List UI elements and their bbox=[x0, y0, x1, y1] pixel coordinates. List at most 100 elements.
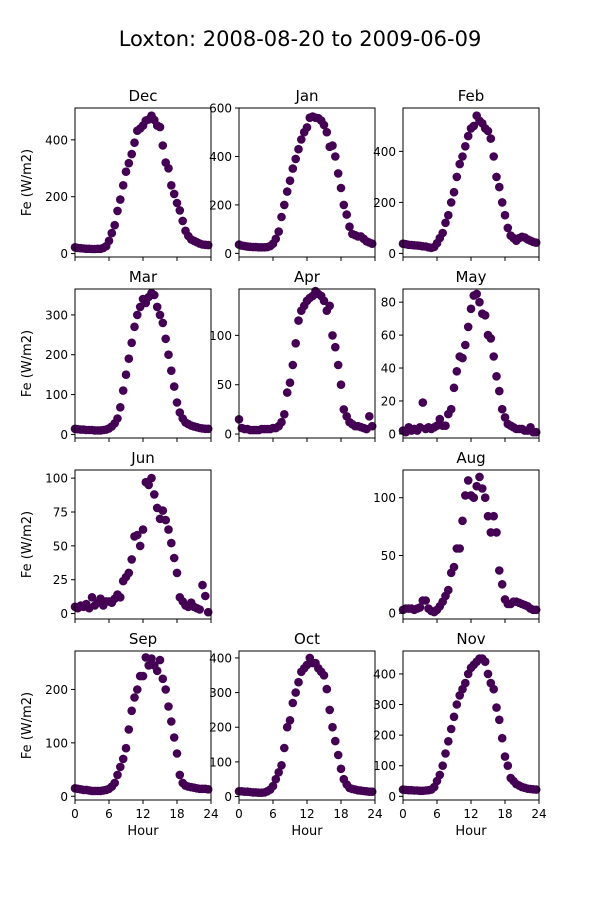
data-point bbox=[158, 141, 168, 150]
data-point bbox=[503, 761, 513, 770]
y-tick-label: 0 bbox=[60, 790, 68, 804]
data-point bbox=[441, 421, 450, 431]
subplot-aug: Aug 0 50 100 bbox=[373, 449, 541, 623]
data-point bbox=[319, 296, 329, 306]
data-point bbox=[322, 684, 332, 694]
data-point bbox=[492, 172, 501, 182]
subplot-nov: Nov 0 100 200 300 400 0 6 12 18 24 Hour bbox=[373, 630, 547, 839]
y-tick-label: 100 bbox=[209, 755, 232, 769]
data-point bbox=[130, 693, 139, 702]
x-tick-label: 18 bbox=[169, 807, 184, 821]
subplot-title: Oct bbox=[294, 630, 320, 648]
data-point bbox=[480, 493, 490, 503]
data-point bbox=[435, 414, 445, 424]
data-point bbox=[195, 605, 204, 614]
data-point bbox=[367, 421, 377, 431]
data-point bbox=[130, 322, 139, 332]
data-point bbox=[497, 580, 507, 589]
y-tick-label: 200 bbox=[209, 721, 232, 735]
data-point bbox=[175, 770, 185, 780]
data-point bbox=[144, 480, 153, 490]
data-point bbox=[331, 152, 340, 161]
data-point bbox=[113, 206, 122, 216]
data-point bbox=[331, 736, 340, 746]
x-tick-label: 18 bbox=[497, 807, 512, 821]
y-tick-label: 100 bbox=[45, 472, 68, 486]
y-tick-label: 0 bbox=[388, 247, 396, 261]
data-point bbox=[452, 172, 462, 182]
data-point bbox=[291, 154, 301, 164]
data-point bbox=[116, 762, 125, 772]
data-point bbox=[435, 770, 445, 780]
data-point bbox=[497, 733, 507, 743]
subplot-title: May bbox=[455, 268, 486, 286]
subplot-title: Apr bbox=[294, 268, 321, 286]
data-point bbox=[472, 289, 482, 299]
data-point bbox=[455, 159, 465, 169]
data-point bbox=[158, 318, 168, 328]
x-axis-label: Hour bbox=[127, 824, 159, 839]
data-point bbox=[466, 304, 476, 314]
x-tick-label: 6 bbox=[105, 807, 113, 821]
data-point bbox=[458, 353, 467, 363]
data-point bbox=[133, 530, 142, 540]
data-point bbox=[150, 490, 159, 499]
y-tick-label: 100 bbox=[45, 388, 68, 402]
x-tick-label: 12 bbox=[299, 807, 314, 821]
data-point bbox=[150, 290, 159, 300]
data-point bbox=[135, 541, 145, 551]
data-point bbox=[461, 142, 470, 151]
data-point bbox=[172, 198, 182, 208]
data-point bbox=[161, 685, 170, 694]
data-point bbox=[497, 404, 507, 414]
data-point bbox=[87, 593, 97, 602]
data-point bbox=[438, 228, 448, 238]
data-point bbox=[489, 152, 499, 161]
data-point bbox=[121, 743, 131, 753]
data-point bbox=[475, 472, 484, 482]
x-axis-label: Hour bbox=[455, 824, 487, 839]
data-point bbox=[336, 764, 346, 774]
data-point bbox=[118, 181, 128, 190]
data-point bbox=[274, 227, 284, 236]
data-point bbox=[167, 366, 176, 376]
data-point bbox=[531, 427, 541, 437]
data-point bbox=[480, 657, 490, 666]
data-point bbox=[500, 413, 510, 422]
data-point bbox=[113, 414, 122, 423]
data-point bbox=[291, 339, 301, 348]
y-tick-label: 600 bbox=[209, 102, 232, 116]
data-point bbox=[294, 316, 303, 325]
y-tick-label: 400 bbox=[373, 667, 396, 681]
y-tick-label: 200 bbox=[45, 190, 68, 204]
y-tick-label: 0 bbox=[60, 428, 68, 442]
data-point bbox=[333, 360, 343, 370]
data-point bbox=[169, 733, 179, 742]
data-point bbox=[486, 334, 496, 343]
data-point bbox=[302, 123, 312, 132]
data-point bbox=[489, 684, 499, 694]
y-tick-label: 200 bbox=[209, 198, 232, 212]
data-point bbox=[164, 164, 173, 173]
data-point bbox=[282, 388, 292, 397]
data-point bbox=[158, 674, 168, 684]
x-tick-label: 6 bbox=[269, 807, 277, 821]
data-point bbox=[492, 703, 501, 712]
data-point bbox=[489, 352, 499, 361]
y-tick-label: 50 bbox=[53, 539, 68, 553]
data-point bbox=[161, 334, 170, 344]
y-tick-label: 100 bbox=[373, 491, 396, 505]
y-tick-label: 80 bbox=[381, 296, 396, 310]
data-point bbox=[452, 700, 462, 709]
data-point bbox=[285, 716, 295, 725]
axes-frame bbox=[238, 288, 376, 439]
data-point bbox=[367, 787, 377, 796]
y-axis-label: Fe (W/m2) bbox=[20, 692, 35, 759]
data-point bbox=[155, 655, 165, 665]
y-tick-label: 100 bbox=[373, 759, 396, 773]
x-tick-label: 12 bbox=[463, 807, 478, 821]
x-tick-label: 24 bbox=[367, 807, 382, 821]
y-tick-label: 300 bbox=[45, 308, 68, 322]
data-point bbox=[277, 417, 286, 427]
